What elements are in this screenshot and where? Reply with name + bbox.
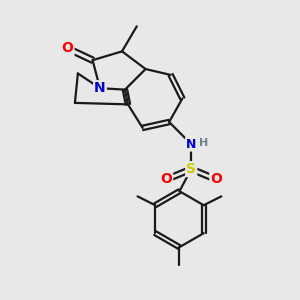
Text: O: O — [61, 41, 74, 56]
Text: H: H — [199, 138, 208, 148]
Text: S: S — [186, 162, 196, 176]
Text: O: O — [210, 172, 222, 186]
Text: N: N — [186, 138, 196, 151]
Text: N: N — [94, 81, 106, 95]
Text: O: O — [160, 172, 172, 186]
